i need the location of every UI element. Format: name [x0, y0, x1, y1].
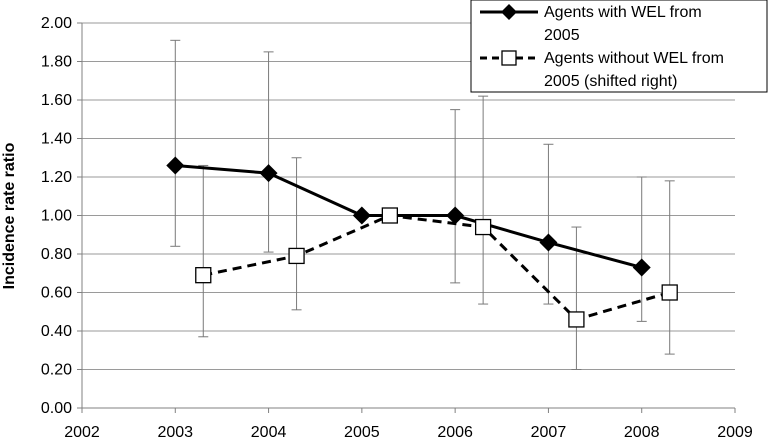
y-tick-labels: 0.00 0.20 0.40 0.60 0.80 1.00 1.20 1.40 1.60 1.80…: [41, 15, 82, 417]
marker-s0-3: [446, 206, 465, 225]
marker-s1-4: [568, 311, 585, 328]
y-tick-label-5: 1.00: [41, 208, 72, 225]
x-tick-label-3: 2005: [344, 424, 380, 441]
legend-label-without-wel-line2: 2005 (shifted right): [544, 73, 677, 90]
y-tick-label-4: 0.80: [41, 246, 72, 263]
x-tick-label-7: 2009: [717, 424, 753, 441]
legend: Agents with WEL from 2005 Agents without…: [470, 0, 768, 93]
y-tick-label-10: 2.00: [41, 15, 72, 32]
y-axis-label: Incidence rate ratio: [1, 142, 18, 289]
legend-marker-filled-diamond: [501, 4, 517, 20]
x-tick-label-6: 2008: [624, 424, 660, 441]
marker-s1-1: [288, 247, 305, 265]
y-tick-label-2: 0.40: [41, 323, 72, 340]
legend-box: [470, 0, 768, 93]
legend-marker-open-square: [501, 50, 517, 66]
x-tick-label-2: 2004: [251, 424, 287, 441]
y-tick-label-1: 0.20: [41, 362, 72, 379]
y-tick-label-0: 0.00: [41, 400, 72, 417]
x-tick-label-0: 2002: [64, 424, 100, 441]
x-tick-label-4: 2006: [437, 424, 473, 441]
marker-s0-1: [259, 164, 278, 183]
legend-label-with-wel-line1: Agents with WEL from: [544, 4, 702, 21]
series-line-1: [202, 214, 671, 321]
y-tick-label-8: 1.60: [41, 92, 72, 109]
series-lines: [175, 163, 671, 321]
legend-label-with-wel-line2: 2005: [544, 27, 580, 44]
legend-label-without-wel-line1: Agents without WEL from: [544, 50, 724, 67]
marker-s0-0: [166, 156, 185, 175]
marker-s0-2: [352, 206, 371, 225]
y-tick-label-7: 1.40: [41, 131, 72, 148]
series-line-0: [175, 163, 643, 269]
marker-s1-5: [661, 284, 678, 301]
series-markers: [166, 156, 678, 328]
y-tick-label-6: 1.20: [41, 169, 72, 186]
marker-s0-4: [539, 233, 558, 252]
y-tick-label-9: 1.80: [41, 54, 72, 71]
x-tick-label-5: 2007: [531, 424, 567, 441]
marker-s1-2: [381, 207, 398, 224]
error-bars: [170, 39, 675, 370]
marker-s1-3: [474, 218, 492, 236]
x-tick-label-1: 2003: [157, 424, 193, 441]
y-tick-label-3: 0.60: [41, 285, 72, 302]
marker-s1-0: [195, 267, 212, 284]
marker-s0-5: [632, 258, 651, 277]
x-tick-labels: 2002 2003 2004 2005 2006 2007 2008 2009: [64, 408, 753, 441]
